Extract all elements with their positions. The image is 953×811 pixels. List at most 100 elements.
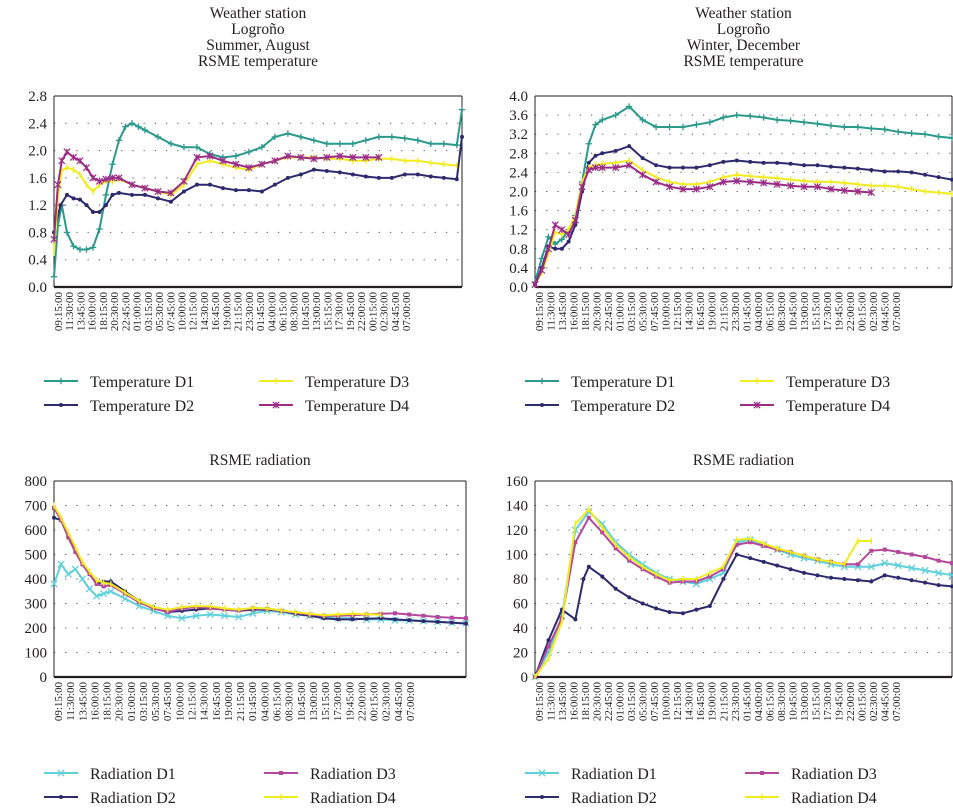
data-point xyxy=(707,603,712,608)
data-point xyxy=(894,561,902,570)
x-tick-label: 14:30:00 xyxy=(199,292,211,332)
x-tick-label: 15:15:00 xyxy=(810,292,822,332)
x-tick-label: 16:00:00 xyxy=(89,682,101,722)
data-point xyxy=(92,592,101,600)
data-point xyxy=(600,530,605,535)
x-tick-label: 17:30:00 xyxy=(822,682,834,722)
data-point xyxy=(721,159,726,164)
data-point xyxy=(66,535,71,540)
legend-item: Temperature D3 xyxy=(740,374,890,391)
data-point xyxy=(97,209,102,214)
legend-label: Radiation D3 xyxy=(310,766,396,783)
data-point xyxy=(640,156,645,161)
series-line xyxy=(53,507,467,620)
data-point xyxy=(402,172,407,177)
legend-marker xyxy=(59,403,63,407)
data-point xyxy=(707,163,712,168)
data-point xyxy=(882,169,887,174)
data-point xyxy=(376,175,381,180)
legend-marker xyxy=(540,403,544,407)
x-tick-label: 16:00:00 xyxy=(569,292,581,332)
x-tick-label: 17:30:00 xyxy=(334,292,346,332)
y-tick-label: 60 xyxy=(513,597,528,613)
data-point xyxy=(936,175,941,180)
x-tick-label: 22:00:00 xyxy=(845,682,857,722)
data-point xyxy=(923,172,928,177)
data-point xyxy=(103,203,108,208)
x-tick-label: 04:00:00 xyxy=(753,292,765,332)
data-point xyxy=(680,165,685,170)
x-tick-label: 13:00:00 xyxy=(799,292,811,332)
data-point xyxy=(734,552,739,557)
series-line xyxy=(534,510,953,678)
x-tick-label: 08:30:00 xyxy=(776,682,788,722)
data-point xyxy=(573,617,578,622)
x-tick-label: 19:00:00 xyxy=(223,682,235,722)
y-tick-label: 4.0 xyxy=(509,89,528,105)
series-temperature-d3 xyxy=(534,157,953,288)
x-tick-label: 01:00:00 xyxy=(126,682,138,722)
x-tick-label: 10:45:00 xyxy=(300,292,312,332)
data-point xyxy=(350,172,355,177)
data-point xyxy=(640,601,645,606)
legend-item: Radiation D4 xyxy=(745,790,877,807)
x-tick-label: 10:00:00 xyxy=(176,292,188,332)
x-tick-label: 20:30:00 xyxy=(114,682,126,722)
data-point xyxy=(950,177,953,182)
y-tick-label: 0.4 xyxy=(509,261,528,277)
y-tick-label: 20 xyxy=(513,646,528,662)
data-point xyxy=(909,170,914,175)
y-tick-label: 0.8 xyxy=(509,242,528,258)
x-tick-label: 06:15:00 xyxy=(278,292,290,332)
series-temperature-d1 xyxy=(531,103,953,286)
data-point xyxy=(881,559,889,567)
legend-label: Radiation D1 xyxy=(90,766,176,783)
legend-label: Radiation D1 xyxy=(571,766,657,783)
legend-item: Temperature D2 xyxy=(525,398,675,415)
data-point xyxy=(168,199,173,204)
data-point xyxy=(936,583,941,588)
legend-label: Temperature D2 xyxy=(571,398,675,415)
series-temperature-d4 xyxy=(531,161,875,289)
data-point xyxy=(324,169,329,174)
data-point xyxy=(788,567,793,572)
data-point xyxy=(869,548,874,553)
y-tick-label: 1.6 xyxy=(28,171,47,187)
data-point xyxy=(58,203,63,208)
chart-title-line: Winter, December xyxy=(687,37,801,54)
y-tick-label: 200 xyxy=(25,621,48,637)
y-tick-label: 100 xyxy=(25,646,48,662)
x-tick-label: 18:15:00 xyxy=(580,682,592,722)
data-point xyxy=(181,189,186,194)
data-point xyxy=(121,594,129,603)
data-point xyxy=(78,575,87,583)
data-point xyxy=(734,158,739,163)
data-point xyxy=(449,615,454,620)
x-tick-label: 09:15:00 xyxy=(534,292,546,332)
data-point xyxy=(421,619,426,624)
x-tick-label: 03:15:00 xyxy=(626,682,638,722)
legend-label: Radiation D3 xyxy=(791,766,877,783)
data-point xyxy=(298,172,303,177)
legend-marker xyxy=(760,771,764,775)
x-tick-label: 23:30:00 xyxy=(730,682,742,722)
x-tick-label: 19:00:00 xyxy=(707,682,719,722)
data-point xyxy=(311,167,316,172)
series-temperature-d4 xyxy=(50,148,383,243)
data-point xyxy=(246,188,251,193)
y-tick-label: 3.2 xyxy=(509,127,528,143)
data-point xyxy=(842,165,847,170)
x-tick-label: 16:45:00 xyxy=(211,682,223,722)
x-tick-label: 14:30:00 xyxy=(684,682,696,722)
data-point xyxy=(52,515,56,520)
data-point xyxy=(235,613,243,621)
data-point xyxy=(435,619,440,624)
x-tick-label: 07:00:00 xyxy=(401,292,413,332)
data-point xyxy=(854,563,862,571)
data-point xyxy=(100,590,108,598)
x-tick-label: 06:15:00 xyxy=(764,682,776,722)
x-tick-label: 20:30:00 xyxy=(109,292,121,332)
data-point xyxy=(869,168,874,173)
